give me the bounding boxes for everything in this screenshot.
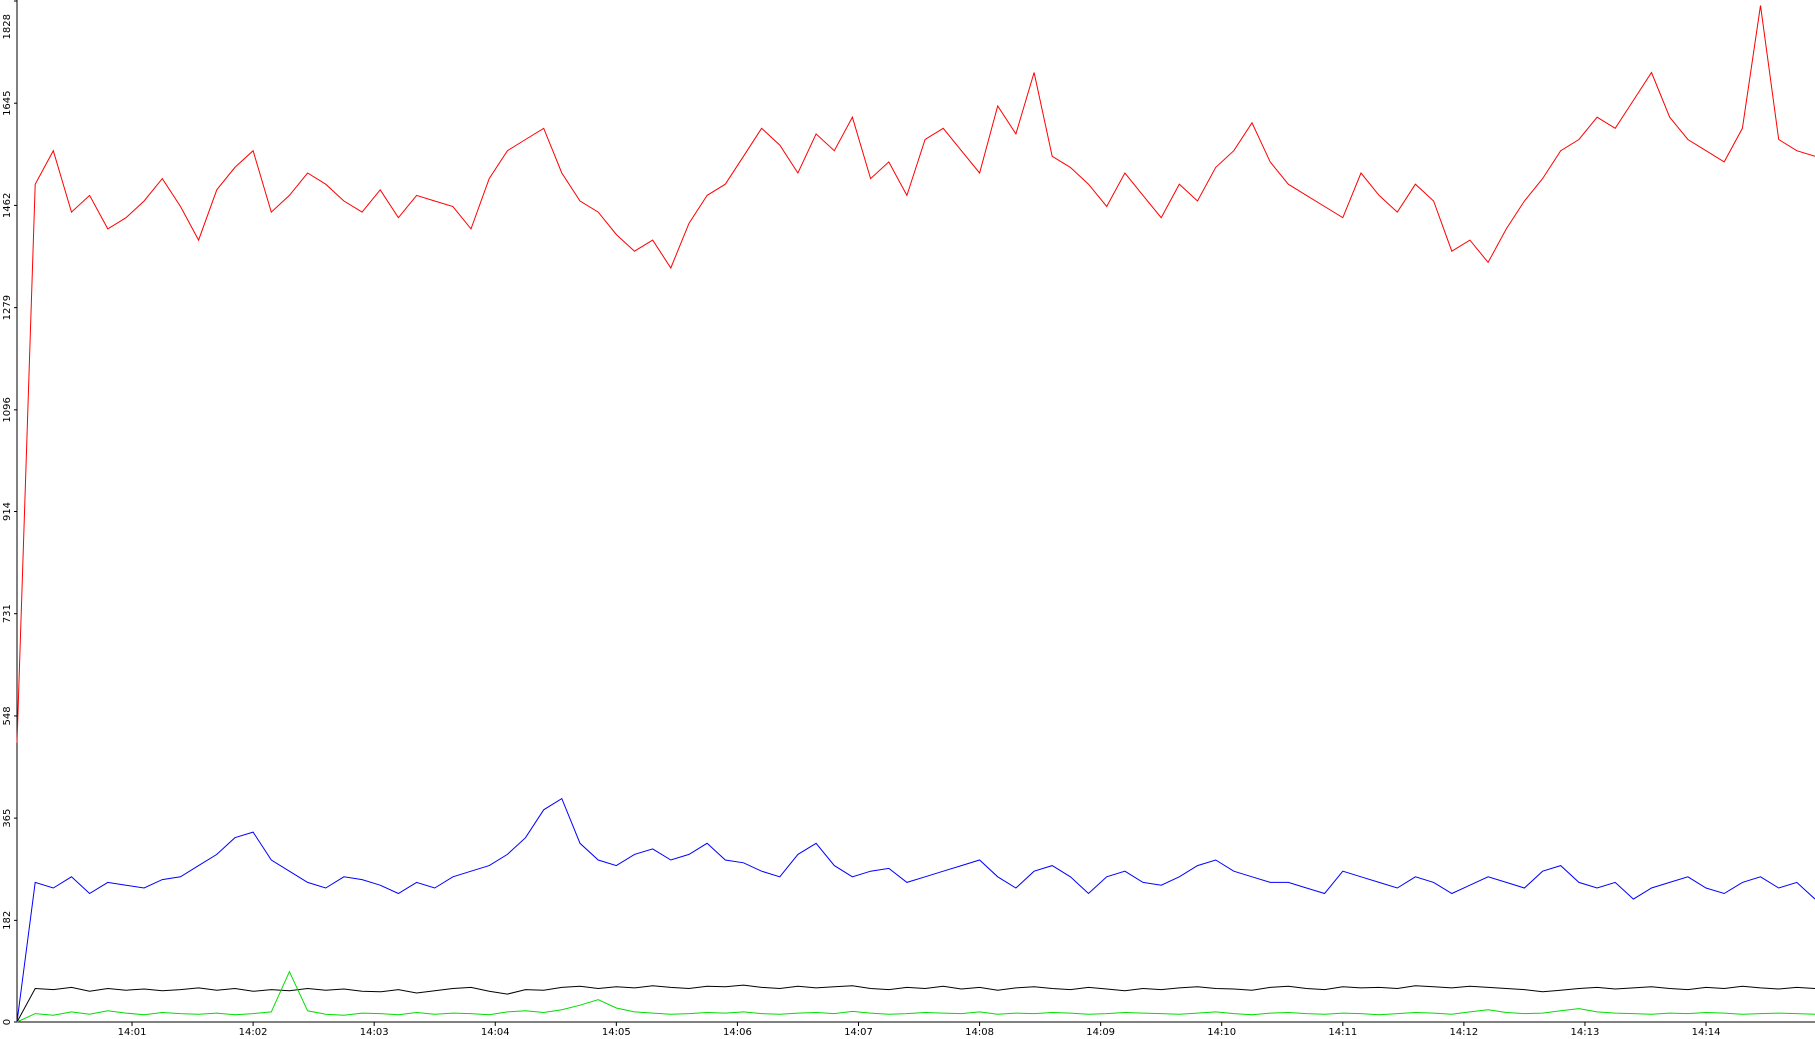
- y-tick-label: 182: [2, 911, 13, 930]
- x-tick-label: 14:03: [360, 1027, 389, 1038]
- x-tick-label: 14:14: [1692, 1027, 1721, 1038]
- x-tick-label: 14:13: [1571, 1027, 1600, 1038]
- y-tick-label: 548: [2, 706, 13, 725]
- x-tick-label: 14:02: [239, 1027, 268, 1038]
- series-line: [16, 984, 1815, 1023]
- x-tick-label: 14:12: [1449, 1027, 1478, 1038]
- series-line: [16, 5, 1815, 743]
- y-tick-label: 1828: [2, 14, 13, 39]
- series-line: [16, 797, 1815, 1023]
- x-tick-label: 14:01: [118, 1027, 147, 1038]
- x-tick-label: 14:09: [1086, 1027, 1115, 1038]
- x-tick-label: 14:04: [481, 1027, 510, 1038]
- y-tick-label: 365: [2, 809, 13, 828]
- x-tick-label: 14:10: [1207, 1027, 1236, 1038]
- y-tick-label: 1279: [2, 295, 13, 320]
- y-tick-label: 914: [2, 502, 13, 521]
- y-tick-label: 1462: [2, 193, 13, 218]
- x-tick-label: 14:11: [1328, 1027, 1357, 1038]
- x-tick-label: 14:08: [965, 1027, 994, 1038]
- y-tick-label: 1645: [2, 90, 13, 115]
- y-tick-label: 0: [2, 1019, 13, 1025]
- series-line: [16, 970, 1815, 1023]
- y-tick-label: 1096: [2, 397, 13, 422]
- x-tick-label: 14:05: [602, 1027, 631, 1038]
- x-tick-label: 14:07: [844, 1027, 873, 1038]
- x-tick-label: 14:06: [723, 1027, 752, 1038]
- y-tick-label: 731: [2, 604, 13, 623]
